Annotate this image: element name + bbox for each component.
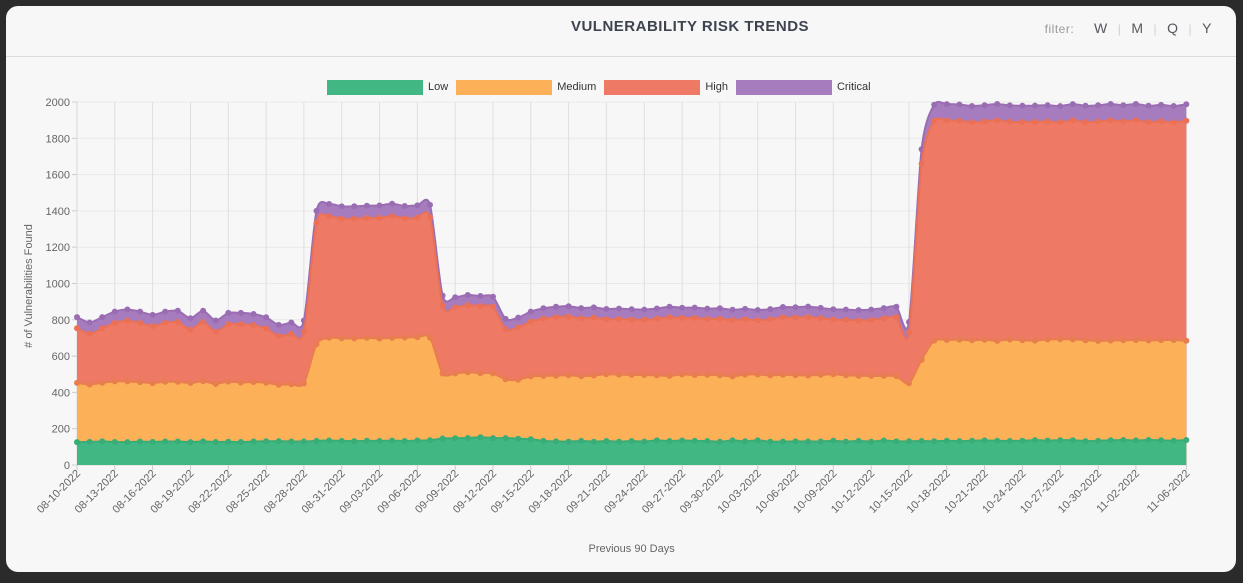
- svg-text:200: 200: [52, 424, 70, 436]
- svg-text:2000: 2000: [46, 97, 70, 109]
- svg-text:400: 400: [52, 387, 70, 399]
- svg-text:600: 600: [52, 351, 70, 363]
- svg-text:Previous 90 Days: Previous 90 Days: [588, 543, 675, 555]
- svg-text:11-06-2022: 11-06-2022: [1145, 468, 1193, 516]
- svg-text:1800: 1800: [46, 133, 70, 145]
- svg-text:0: 0: [64, 460, 70, 472]
- svg-text:1000: 1000: [46, 279, 70, 291]
- svg-text:1200: 1200: [46, 242, 70, 254]
- svg-text:800: 800: [52, 315, 70, 327]
- svg-text:1400: 1400: [46, 206, 70, 218]
- svg-text:1600: 1600: [46, 170, 70, 182]
- svg-text:# of Vulnerabilities Found: # of Vulnerabilities Found: [23, 224, 35, 348]
